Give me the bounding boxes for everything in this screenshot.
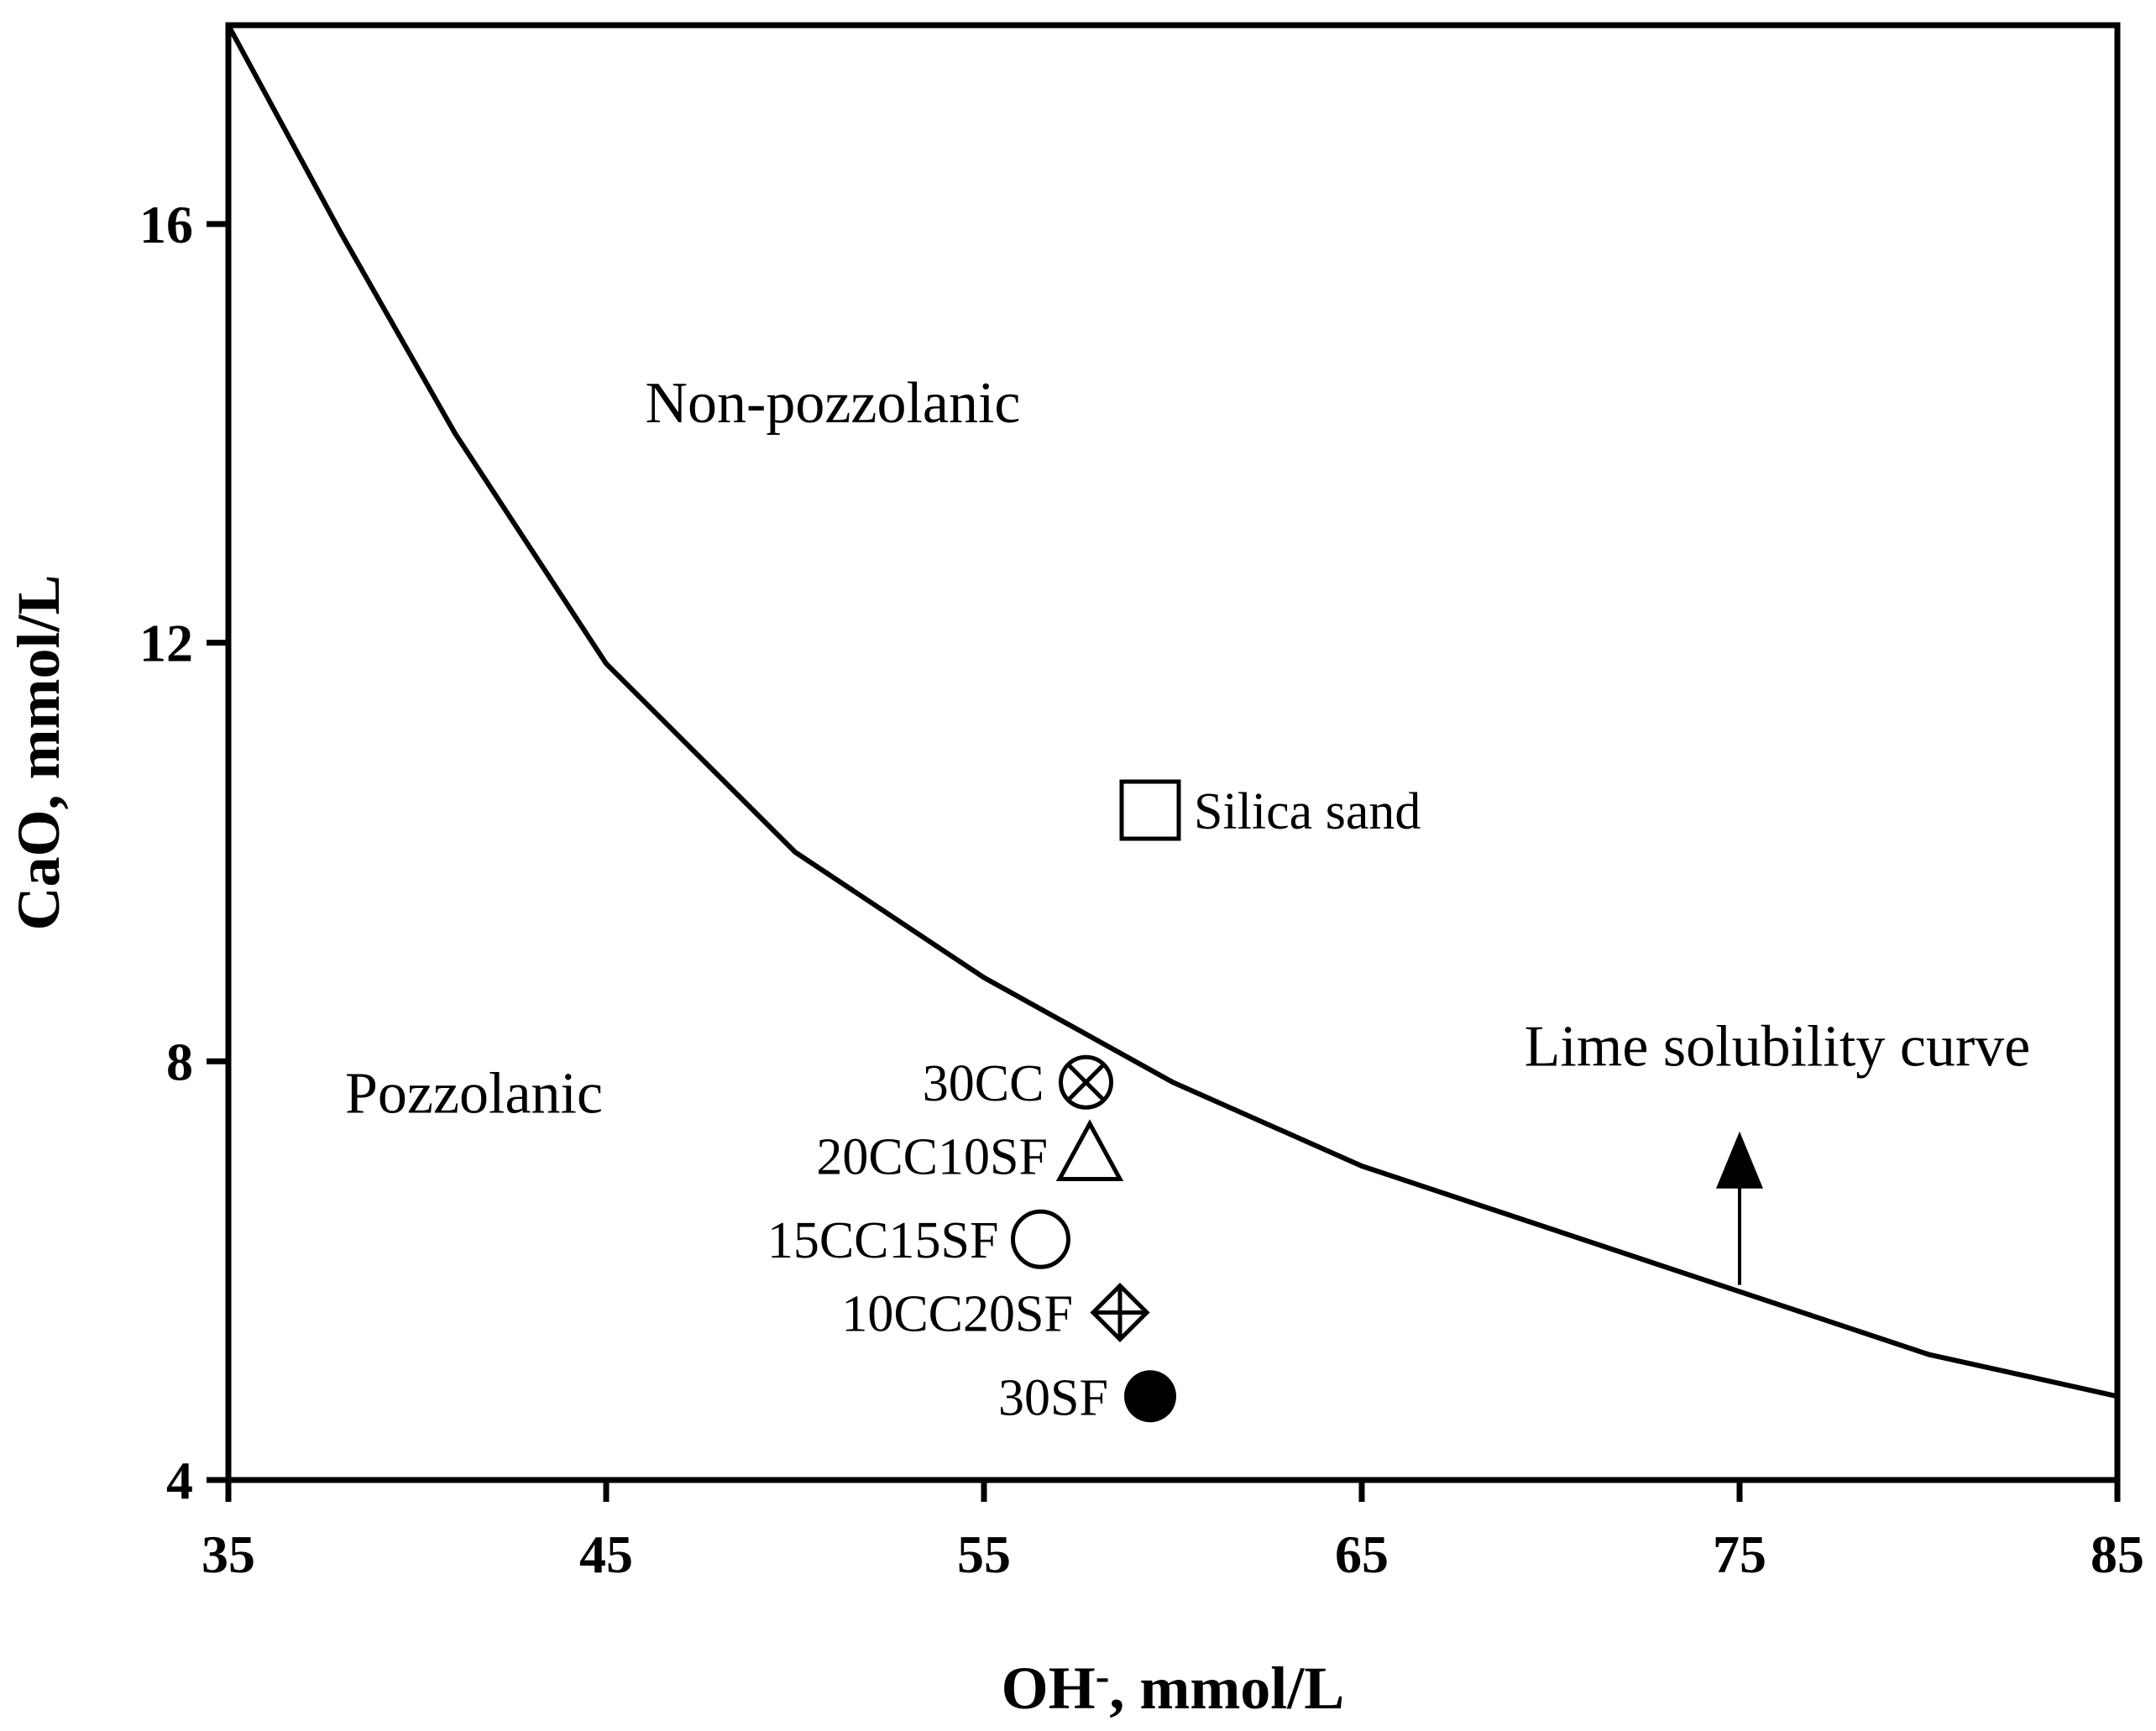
marker-open-square (1119, 779, 1181, 841)
point-30cc: 30CC (923, 1054, 1113, 1112)
point-label-30cc: 30CC (923, 1055, 1044, 1112)
annotation-non-pozzolanic: Non-pozzolanic (645, 371, 1020, 436)
x-axis-title: OH-, mmol/L (1002, 1652, 1345, 1722)
point-15cc15sf: 15CC15SF (767, 1209, 1070, 1269)
point-silica-sand: Silica sand (1119, 779, 1421, 841)
point-label-silica-sand: Silica sand (1194, 783, 1421, 840)
point-20cc10sf: 20CC10SF (816, 1119, 1124, 1186)
x-tick-label-65: 65 (1335, 1524, 1389, 1584)
x-tick-label-35: 35 (201, 1524, 255, 1584)
x-tick-label-75: 75 (1713, 1524, 1766, 1584)
axis-ticks (207, 221, 2121, 1502)
point-10cc20sf: 10CC20SF (841, 1282, 1150, 1343)
curve-arrow-head (1716, 1131, 1763, 1189)
x-tick-label-55: 55 (957, 1524, 1011, 1584)
point-label-10cc20sf: 10CC20SF (841, 1286, 1073, 1343)
marker-filled-circle (1124, 1370, 1176, 1423)
axis-tick-labels: 35 45 55 65 75 85 4 8 12 16 (139, 195, 2144, 1584)
point-label-20cc10sf: 20CC10SF (816, 1129, 1048, 1186)
marker-open-circle (1011, 1209, 1070, 1269)
point-label-30sf: 30SF (998, 1369, 1108, 1426)
y-tick-label-12: 12 (139, 614, 193, 673)
annotations-layer: Non-pozzolanic Pozzolanic Lime solubility … (345, 371, 2030, 1127)
marker-circle-x (1059, 1054, 1113, 1110)
marker-x-stroke (1066, 1063, 1106, 1101)
x-tick-label-45: 45 (579, 1524, 633, 1584)
data-points-layer: Silica sand 30CC 20CC10SF 15CC15SF 10CC20SF 3… (767, 779, 1421, 1426)
plot-frame (225, 22, 2121, 1483)
annotation-lime-solubility-curve: Lime solubility curve (1525, 1015, 2031, 1080)
marker-open-triangle (1055, 1119, 1124, 1182)
y-axis-title: CaO, mmol/L (5, 575, 72, 931)
y-tick-label-16: 16 (139, 195, 193, 254)
annotation-pozzolanic: Pozzolanic (345, 1062, 603, 1127)
point-label-15cc15sf: 15CC15SF (767, 1212, 999, 1269)
y-tick-label-8: 8 (166, 1032, 193, 1091)
point-30sf: 30SF (998, 1369, 1176, 1426)
lime-solubility-curve (226, 24, 2118, 1399)
x-tick-label-85: 85 (2091, 1524, 2144, 1584)
lime-solubility-curve-layer (226, 24, 2118, 1399)
y-tick-label-4: 4 (166, 1451, 193, 1510)
